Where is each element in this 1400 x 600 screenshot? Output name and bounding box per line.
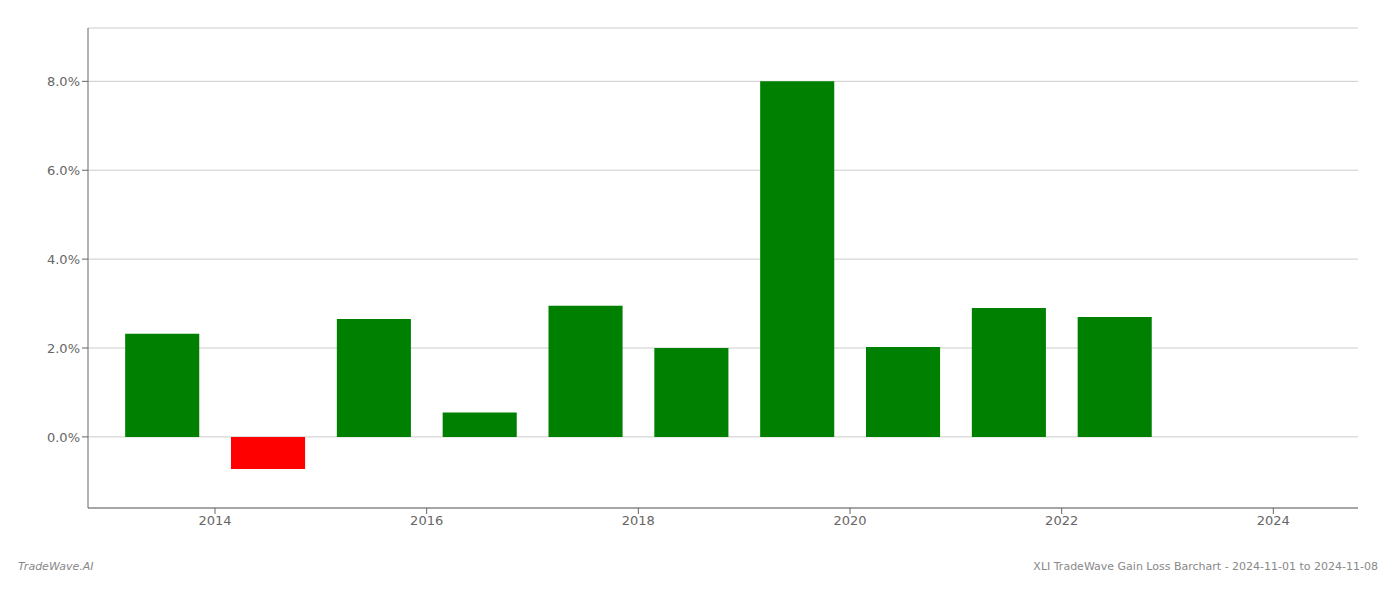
svg-text:2024: 2024 (1257, 513, 1290, 528)
svg-text:8.0%: 8.0% (47, 74, 80, 89)
svg-text:4.0%: 4.0% (47, 252, 80, 267)
html-text:TradeWave.AI: TradeWave.AI (18, 560, 94, 573)
svg-text:2.0%: 2.0% (47, 341, 80, 356)
svg-text:2020: 2020 (833, 513, 866, 528)
html-text:XLI TradeWave Gain Loss Barcha: XLI TradeWave Gain Loss Barchart - 2024-… (1033, 560, 1378, 573)
svg-text:0.0%: 0.0% (47, 430, 80, 445)
svg-text:2022: 2022 (1045, 513, 1078, 528)
svg-text:2014: 2014 (198, 513, 231, 528)
svg-text:6.0%: 6.0% (47, 163, 80, 178)
svg-text:2016: 2016 (410, 513, 443, 528)
svg-text:2018: 2018 (622, 513, 655, 528)
